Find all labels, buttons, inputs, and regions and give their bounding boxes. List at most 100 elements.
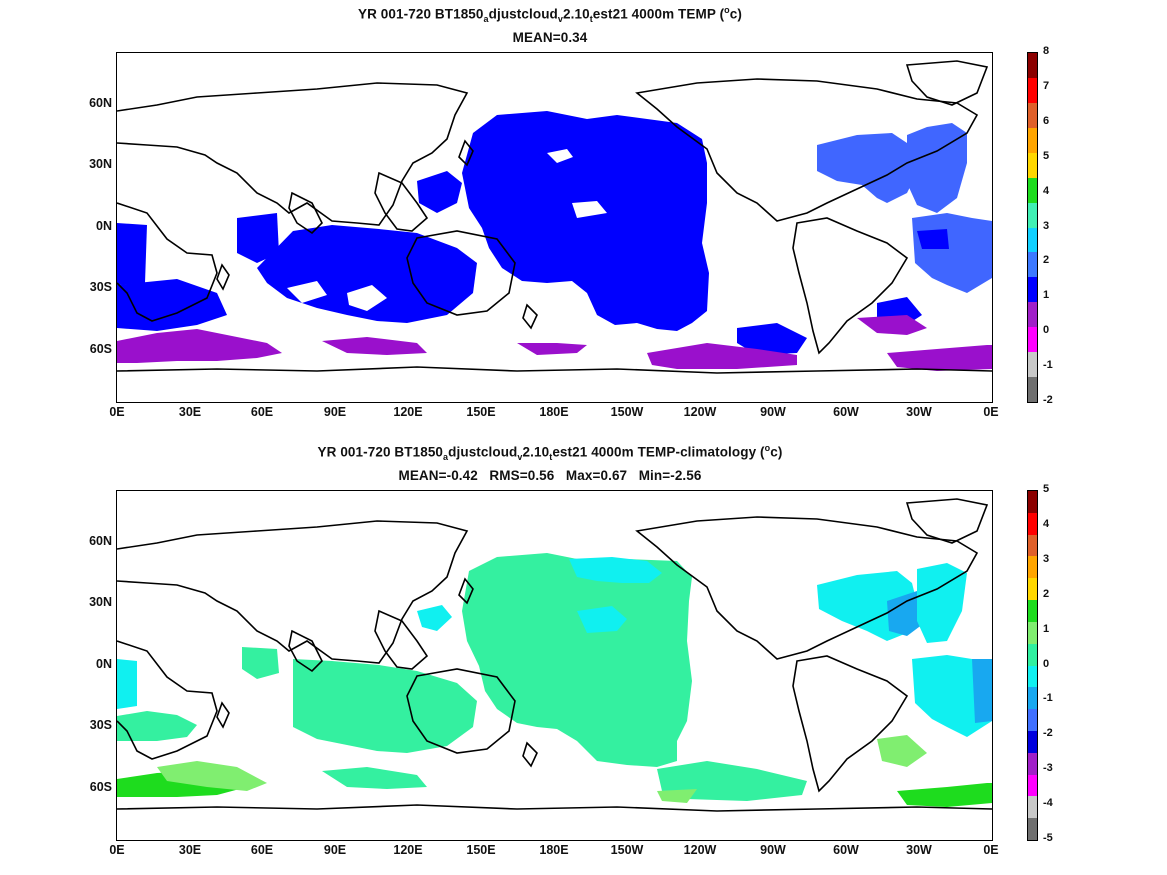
bottom-colorbar-tick-label: 0 [1043, 657, 1050, 670]
top-lon-label-90e: 90E [323, 405, 347, 419]
bottom-coast-australia [406, 668, 516, 754]
top-colorbar-tick-label: 4 [1043, 184, 1050, 197]
top-region-arabian [237, 213, 279, 263]
top-colorbar-segment [1028, 277, 1037, 303]
bottom-lon-label-150w: 150W [610, 843, 644, 857]
bottom-coast-south-america [792, 655, 909, 793]
bottom-lat-label-30s: 30S [89, 718, 112, 732]
bottom-map-svg [117, 498, 992, 812]
top-coast-south-america [792, 217, 909, 355]
top-region-north-atlantic [817, 133, 917, 203]
top-region-south-atlantic-purple [857, 315, 927, 335]
bottom-region-west-pacific-cyan [417, 605, 452, 631]
bottom-region-sw-atlantic-green [877, 735, 927, 767]
bottom-colorbar-segment [1028, 556, 1037, 579]
bottom-map-plot [116, 490, 993, 841]
top-coast-greenland [905, 60, 989, 106]
top-coast-madagascar [216, 263, 230, 291]
top-colorbar-tick-label: 1 [1043, 289, 1050, 302]
top-region-southern-mid-purple [322, 337, 427, 355]
bottom-map-panel: YR 001-720 BT1850adjustcloudv2.10test21 … [0, 438, 1167, 875]
bottom-region-southern-lightgreen [157, 761, 267, 791]
bottom-colorbar-segment [1028, 730, 1037, 753]
bottom-coast-africa [117, 640, 218, 760]
bottom-region-south-atlantic-blue [972, 659, 992, 723]
top-lat-label-60s: 60S [89, 342, 112, 356]
bottom-colorbar-segment [1028, 665, 1037, 688]
top-colorbar-tick-label: -2 [1043, 394, 1053, 406]
top-colorbar-segment [1028, 177, 1037, 203]
bottom-lon-label-30w: 30W [906, 843, 932, 857]
bottom-coast-antarctica [117, 804, 992, 812]
bottom-lon-label-60w: 60W [833, 843, 859, 857]
top-coast-africa [117, 202, 218, 322]
bottom-region-indian-teal [293, 659, 477, 753]
top-region-west-indian [117, 223, 147, 285]
top-colorbar-segment [1028, 53, 1037, 78]
top-lon-label-30e: 30E [178, 405, 202, 419]
top-colorbar-tick-label: -1 [1043, 359, 1053, 372]
top-colorbar-segment [1028, 377, 1037, 403]
top-region-southern-indian-purple [117, 329, 282, 363]
top-coast-japan [458, 139, 474, 167]
top-region-north-atlantic-east [907, 123, 967, 213]
top-lon-label-150w: 150W [610, 405, 644, 419]
bottom-colorbar-segment [1028, 709, 1037, 732]
top-colorbar-segment [1028, 302, 1037, 328]
top-colorbar-tick-label: 2 [1043, 254, 1050, 267]
bottom-lon-label-0e-end: 0E [983, 843, 999, 857]
top-colorbar-tick-label: 7 [1043, 79, 1050, 92]
top-map-title: YR 001-720 BT1850adjustcloudv2.10test21 … [358, 5, 742, 25]
top-lat-label-30n: 30N [89, 157, 112, 171]
top-colorbar-tick-label: 6 [1043, 114, 1050, 127]
bottom-coast-india [288, 629, 323, 673]
bottom-region-southern-lightgreen2 [657, 789, 697, 803]
bottom-lon-label-120e: 120E [393, 843, 423, 857]
bottom-colorbar-tick-label: -2 [1043, 727, 1053, 740]
bottom-colorbar-tick-label: 1 [1043, 622, 1050, 635]
bottom-region-sw-indian-teal [117, 711, 197, 741]
bottom-lon-label-0e: 0E [109, 843, 125, 857]
bottom-region-pacific-cyan-mid [577, 606, 627, 633]
bottom-lon-label-90e: 90E [323, 843, 347, 857]
top-coast-eurasia [117, 82, 469, 226]
top-lon-label-0e-end: 0E [983, 405, 999, 419]
bottom-coast-madagascar [216, 701, 230, 729]
top-lat-label-60n: 60N [89, 96, 112, 110]
bottom-colorbar-segment [1028, 687, 1037, 710]
bottom-coast-eurasia [117, 520, 469, 664]
top-coast-seasia [374, 171, 429, 232]
bottom-colorbar-segment [1028, 796, 1037, 819]
top-lon-label-120w: 120W [683, 405, 717, 419]
top-colorbar-segment [1028, 127, 1037, 153]
top-colorbar [1027, 52, 1038, 403]
top-colorbar-tick-label: 5 [1043, 149, 1050, 162]
top-map-panel: YR 001-720 BT1850adjustcloudv2.10test21 … [89, 5, 1053, 419]
bottom-lon-label-30e: 30E [178, 843, 202, 857]
bottom-lon-label-60e: 60E [250, 843, 274, 857]
top-lon-label-180e: 180E [539, 405, 569, 419]
top-lon-label-60e: 60E [250, 405, 274, 419]
top-colorbar-segment [1028, 202, 1037, 228]
top-colorbar-segment [1028, 252, 1037, 278]
bottom-region-ne-atlantic-cyan [917, 563, 967, 643]
top-coastlines [117, 60, 992, 374]
top-region-se-atlantic-purple [887, 345, 992, 371]
top-colorbar-segment [1028, 152, 1037, 178]
top-region-west-pacific [417, 171, 462, 213]
bottom-region-southern-mid-teal [322, 767, 427, 789]
top-lat-label-0n: 0N [96, 219, 112, 233]
top-lon-label-0e: 0E [109, 405, 125, 419]
bottom-colorbar-segment [1028, 600, 1037, 623]
top-region-se-pacific-blue [737, 323, 807, 355]
bottom-map-stats: MEAN=-0.42 RMS=0.56 Max=0.67 Min=-2.56 [398, 468, 702, 483]
bottom-colorbar-segment [1028, 578, 1037, 601]
bottom-colorbar-tick-label: 5 [1043, 483, 1050, 495]
top-region-southern-pacific-purple [517, 343, 587, 355]
bottom-region-west-indian-cyan [117, 659, 137, 709]
top-lon-label-120e: 120E [393, 405, 423, 419]
top-region-sw-indian [117, 279, 227, 331]
top-colorbar-segment [1028, 102, 1037, 128]
top-region-south-atlantic [912, 213, 992, 293]
top-region-north-pacific-hole [547, 149, 573, 163]
